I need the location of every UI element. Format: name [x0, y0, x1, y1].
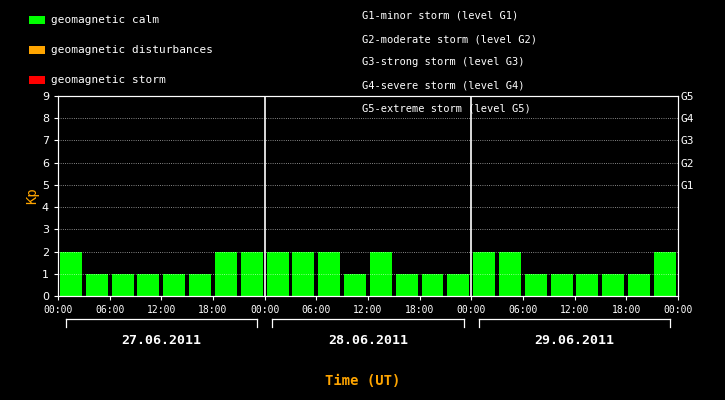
Bar	[447, 274, 469, 296]
Bar	[215, 252, 237, 296]
Bar	[112, 274, 133, 296]
Bar	[576, 274, 598, 296]
Text: G4-severe storm (level G4): G4-severe storm (level G4)	[362, 81, 525, 91]
Bar	[241, 252, 262, 296]
Bar	[344, 274, 366, 296]
Bar	[370, 252, 392, 296]
Bar	[602, 274, 624, 296]
Text: G5-extreme storm (level G5): G5-extreme storm (level G5)	[362, 104, 531, 114]
Text: G3-strong storm (level G3): G3-strong storm (level G3)	[362, 58, 525, 68]
Bar	[654, 252, 676, 296]
Text: Time (UT): Time (UT)	[325, 374, 400, 388]
Text: 29.06.2011: 29.06.2011	[534, 334, 615, 346]
Bar	[318, 252, 340, 296]
Bar	[499, 252, 521, 296]
Text: 27.06.2011: 27.06.2011	[121, 334, 202, 346]
Bar	[60, 252, 82, 296]
Text: geomagnetic storm: geomagnetic storm	[51, 75, 165, 85]
Y-axis label: Kp: Kp	[25, 188, 39, 204]
Bar	[138, 274, 160, 296]
Bar	[396, 274, 418, 296]
Bar	[551, 274, 573, 296]
Bar	[473, 252, 495, 296]
Text: G1-minor storm (level G1): G1-minor storm (level G1)	[362, 11, 519, 21]
Bar	[267, 252, 289, 296]
Bar	[189, 274, 211, 296]
Text: geomagnetic calm: geomagnetic calm	[51, 15, 159, 25]
Bar	[421, 274, 444, 296]
Text: G2-moderate storm (level G2): G2-moderate storm (level G2)	[362, 34, 537, 44]
Bar	[292, 252, 315, 296]
Bar	[525, 274, 547, 296]
Text: 28.06.2011: 28.06.2011	[328, 334, 408, 346]
Bar	[86, 274, 108, 296]
Bar	[628, 274, 650, 296]
Text: geomagnetic disturbances: geomagnetic disturbances	[51, 45, 212, 55]
Bar	[163, 274, 185, 296]
